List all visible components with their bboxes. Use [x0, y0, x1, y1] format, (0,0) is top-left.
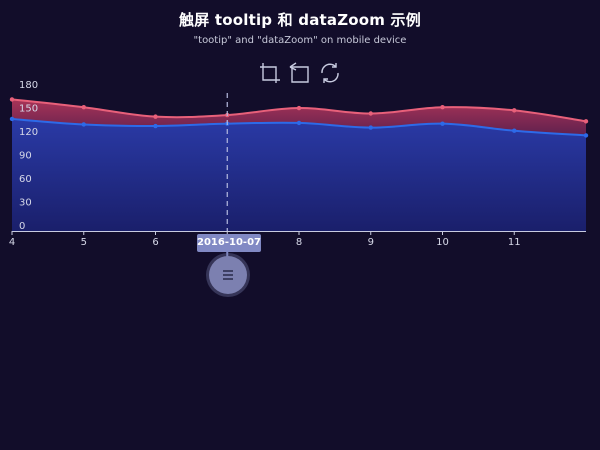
x-tick-label: 11 — [508, 237, 521, 248]
toolbox — [258, 61, 344, 87]
y-tick-label: 180 — [19, 80, 38, 91]
data-point-blue[interactable] — [583, 133, 589, 138]
y-tick-label: 120 — [19, 127, 38, 138]
restore-icon[interactable] — [318, 61, 342, 85]
data-point-blue[interactable] — [512, 128, 517, 133]
grip-line — [223, 274, 233, 276]
x-tick-label: 5 — [81, 237, 87, 248]
data-point-red[interactable] — [583, 119, 589, 124]
data-point-blue[interactable] — [440, 121, 445, 126]
data-point-blue[interactable] — [368, 125, 373, 130]
data-point-red[interactable] — [81, 105, 86, 110]
series-area-blue — [12, 118, 586, 231]
grip-line — [223, 278, 233, 280]
data-point-red[interactable] — [368, 111, 373, 116]
axis-pointer-handle[interactable] — [209, 256, 247, 294]
grip-line — [223, 270, 233, 272]
y-tick-label: 150 — [19, 104, 38, 115]
x-tick-label: 6 — [152, 237, 158, 248]
data-point-blue[interactable] — [9, 116, 15, 122]
data-point-red[interactable] — [153, 114, 158, 119]
y-tick-label: 60 — [19, 174, 32, 185]
x-tick-label: 4 — [9, 237, 15, 248]
chart-title: 触屏 tooltip 和 dataZoom 示例 — [179, 11, 421, 29]
x-tick-label: 8 — [296, 237, 302, 248]
zoom-back-icon[interactable] — [288, 61, 312, 85]
x-tick-label: 10 — [436, 237, 449, 248]
data-point-red[interactable] — [9, 97, 15, 102]
data-point-red[interactable] — [512, 108, 517, 113]
y-tick-label: 0 — [19, 221, 25, 232]
axis-pointer-label: 2016-10-07 — [197, 234, 261, 252]
y-tick-label: 90 — [19, 151, 32, 162]
data-point-blue[interactable] — [296, 120, 302, 126]
x-tick-label: 9 — [368, 237, 374, 248]
data-point-red[interactable] — [296, 105, 302, 111]
data-point-blue[interactable] — [81, 122, 86, 127]
y-tick-label: 30 — [19, 198, 32, 209]
data-point-red[interactable] — [440, 105, 445, 110]
zoom-area-icon[interactable] — [258, 61, 282, 85]
data-point-blue[interactable] — [153, 123, 158, 129]
chart-subtitle: "tootip" and "dataZoom" on mobile device — [193, 35, 407, 46]
